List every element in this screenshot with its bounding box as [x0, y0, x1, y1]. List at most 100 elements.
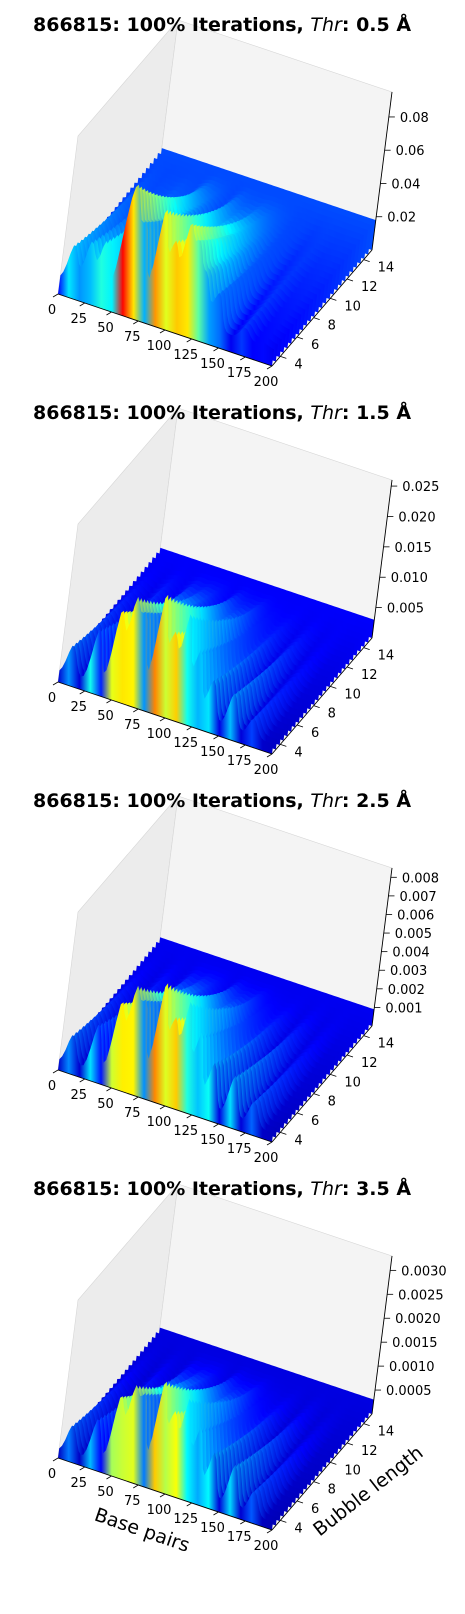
x-tick-label: 75: [124, 1494, 141, 1509]
z-axis-line: [371, 479, 393, 639]
y-tick-mark: [330, 1073, 337, 1077]
chart-panel: 0 25 50 75 100 125 150 175 200 4 6 8 10 12 14 0.001 0.00…: [0, 776, 465, 1164]
y-tick-label: 8: [328, 1095, 336, 1110]
title-suffix: : 0.5 Å: [341, 14, 412, 36]
z-tick-label: 0.003: [390, 964, 427, 979]
title-variable: Thr: [310, 14, 342, 36]
y-tick-label: 10: [344, 687, 361, 702]
z-tick-label: 0.02: [387, 211, 416, 226]
y-tick-label: 10: [344, 299, 361, 314]
x-tick-mark: [52, 1069, 59, 1074]
y-tick-label: 6: [311, 1502, 319, 1517]
x-tick-label: 25: [70, 1476, 87, 1491]
x-tick-label: 200: [254, 375, 279, 388]
y-tick-mark: [346, 666, 354, 670]
z-tick-label: 0.0005: [386, 1384, 432, 1399]
x-tick-label: 200: [254, 1539, 279, 1552]
z-tick-label: 0.06: [396, 144, 425, 159]
y-tick-label: 14: [378, 261, 395, 276]
x-tick-mark: [186, 726, 192, 731]
x-tick-label: 175: [227, 754, 252, 769]
y-tick-label: 12: [361, 1056, 378, 1071]
y-tick-label: 12: [361, 1444, 378, 1459]
title-prefix: 866815: 100% Iterations,: [33, 1178, 311, 1200]
y-tick-label: 12: [361, 668, 378, 683]
chart-title: 866815: 100% Iterations, Thr: 2.5 Å: [33, 790, 411, 812]
title-suffix: : 1.5 Å: [341, 402, 412, 424]
y-tick-mark: [280, 743, 287, 747]
x-tick-mark: [52, 1457, 59, 1462]
z-tick-label: 0.006: [397, 908, 434, 923]
z-tick-label: 0.0030: [401, 1264, 447, 1279]
chart-panel: 0 25 50 75 100 125 150 175 200 4 6 8 10 12 14 0.005 0.01…: [0, 388, 465, 776]
x-tick-label: 150: [200, 1521, 225, 1536]
x-tick-mark: [266, 365, 273, 370]
x-tick-label: 0: [48, 303, 56, 318]
x-tick-mark: [240, 356, 246, 361]
z-tick-label: 0.002: [388, 983, 425, 998]
x-tick-mark: [133, 320, 139, 325]
x-tick-mark: [133, 1484, 139, 1489]
chart-panel: 0 25 50 75 100 125 150 175 200 4 6 8 10 12 14 0.0005 0.0…: [0, 1164, 465, 1552]
x-tick-mark: [79, 302, 85, 307]
y-tick-label: 14: [378, 1037, 395, 1052]
x-tick-mark: [79, 1466, 85, 1471]
x-tick-mark: [79, 690, 85, 695]
x-tick-label: 0: [48, 691, 56, 706]
z-tick-label: 0.001: [385, 1001, 422, 1016]
x-tick-label: 50: [97, 321, 114, 336]
x-tick-label: 175: [227, 1530, 252, 1545]
x-tick-mark: [240, 1520, 246, 1525]
x-tick-label: 25: [70, 312, 87, 327]
y-tick-label: 6: [311, 338, 319, 353]
z-tick-label: 0.0010: [389, 1360, 435, 1375]
x-tick-mark: [159, 717, 166, 722]
y-tick-label: 10: [344, 1075, 361, 1090]
z-tick-label: 0.004: [392, 946, 429, 961]
x-tick-label: 75: [124, 1106, 141, 1121]
z-tick-label: 0.020: [398, 510, 435, 525]
y-tick-label: 4: [294, 1521, 302, 1536]
y-tick-mark: [330, 1461, 337, 1465]
y-tick-label: 14: [378, 649, 395, 664]
surface-strip: [58, 594, 274, 754]
y-tick-mark: [313, 1481, 320, 1485]
y-tick-label: 4: [294, 357, 302, 372]
title-prefix: 866815: 100% Iterations,: [33, 790, 311, 812]
x-tick-label: 75: [124, 330, 141, 345]
z-axis-line: [371, 867, 393, 1027]
y-tick-mark: [363, 647, 370, 651]
y-tick-label: 6: [311, 726, 319, 741]
x-tick-mark: [133, 708, 139, 713]
title-suffix: : 2.5 Å: [341, 790, 412, 812]
x-tick-label: 125: [173, 1124, 198, 1139]
y-axis-line: [271, 1025, 373, 1143]
surface: [58, 547, 375, 754]
x-tick-label: 0: [48, 1467, 56, 1482]
y-tick-mark: [313, 1093, 320, 1097]
x-tick-mark: [106, 311, 112, 316]
y-tick-label: 6: [311, 1114, 319, 1129]
y-tick-mark: [296, 1112, 304, 1116]
z-tick-label: 0.0015: [392, 1336, 438, 1351]
x-tick-mark: [213, 1511, 219, 1516]
chart-title: 866815: 100% Iterations, Thr: 1.5 Å: [33, 402, 411, 424]
z-tick-label: 0.04: [391, 177, 420, 192]
x-tick-mark: [240, 744, 246, 749]
x-tick-mark: [266, 1141, 273, 1146]
surface-strip: [58, 983, 274, 1142]
y-tick-mark: [313, 705, 320, 709]
x-tick-label: 50: [97, 1097, 114, 1112]
z-tick-label: 0.005: [387, 602, 424, 617]
z-axis-line: [371, 91, 393, 251]
x-tick-mark: [159, 1493, 166, 1498]
y-tick-label: 8: [328, 319, 336, 334]
x-tick-label: 100: [147, 1115, 172, 1130]
chart-panel: 0 25 50 75 100 125 150 175 200 4 6 8 10 12 14 0.02 0.04 0…: [0, 0, 465, 388]
x-tick-label: 100: [147, 727, 172, 742]
y-tick-mark: [346, 1054, 354, 1058]
x-tick-mark: [106, 699, 112, 704]
x-tick-mark: [213, 347, 219, 352]
